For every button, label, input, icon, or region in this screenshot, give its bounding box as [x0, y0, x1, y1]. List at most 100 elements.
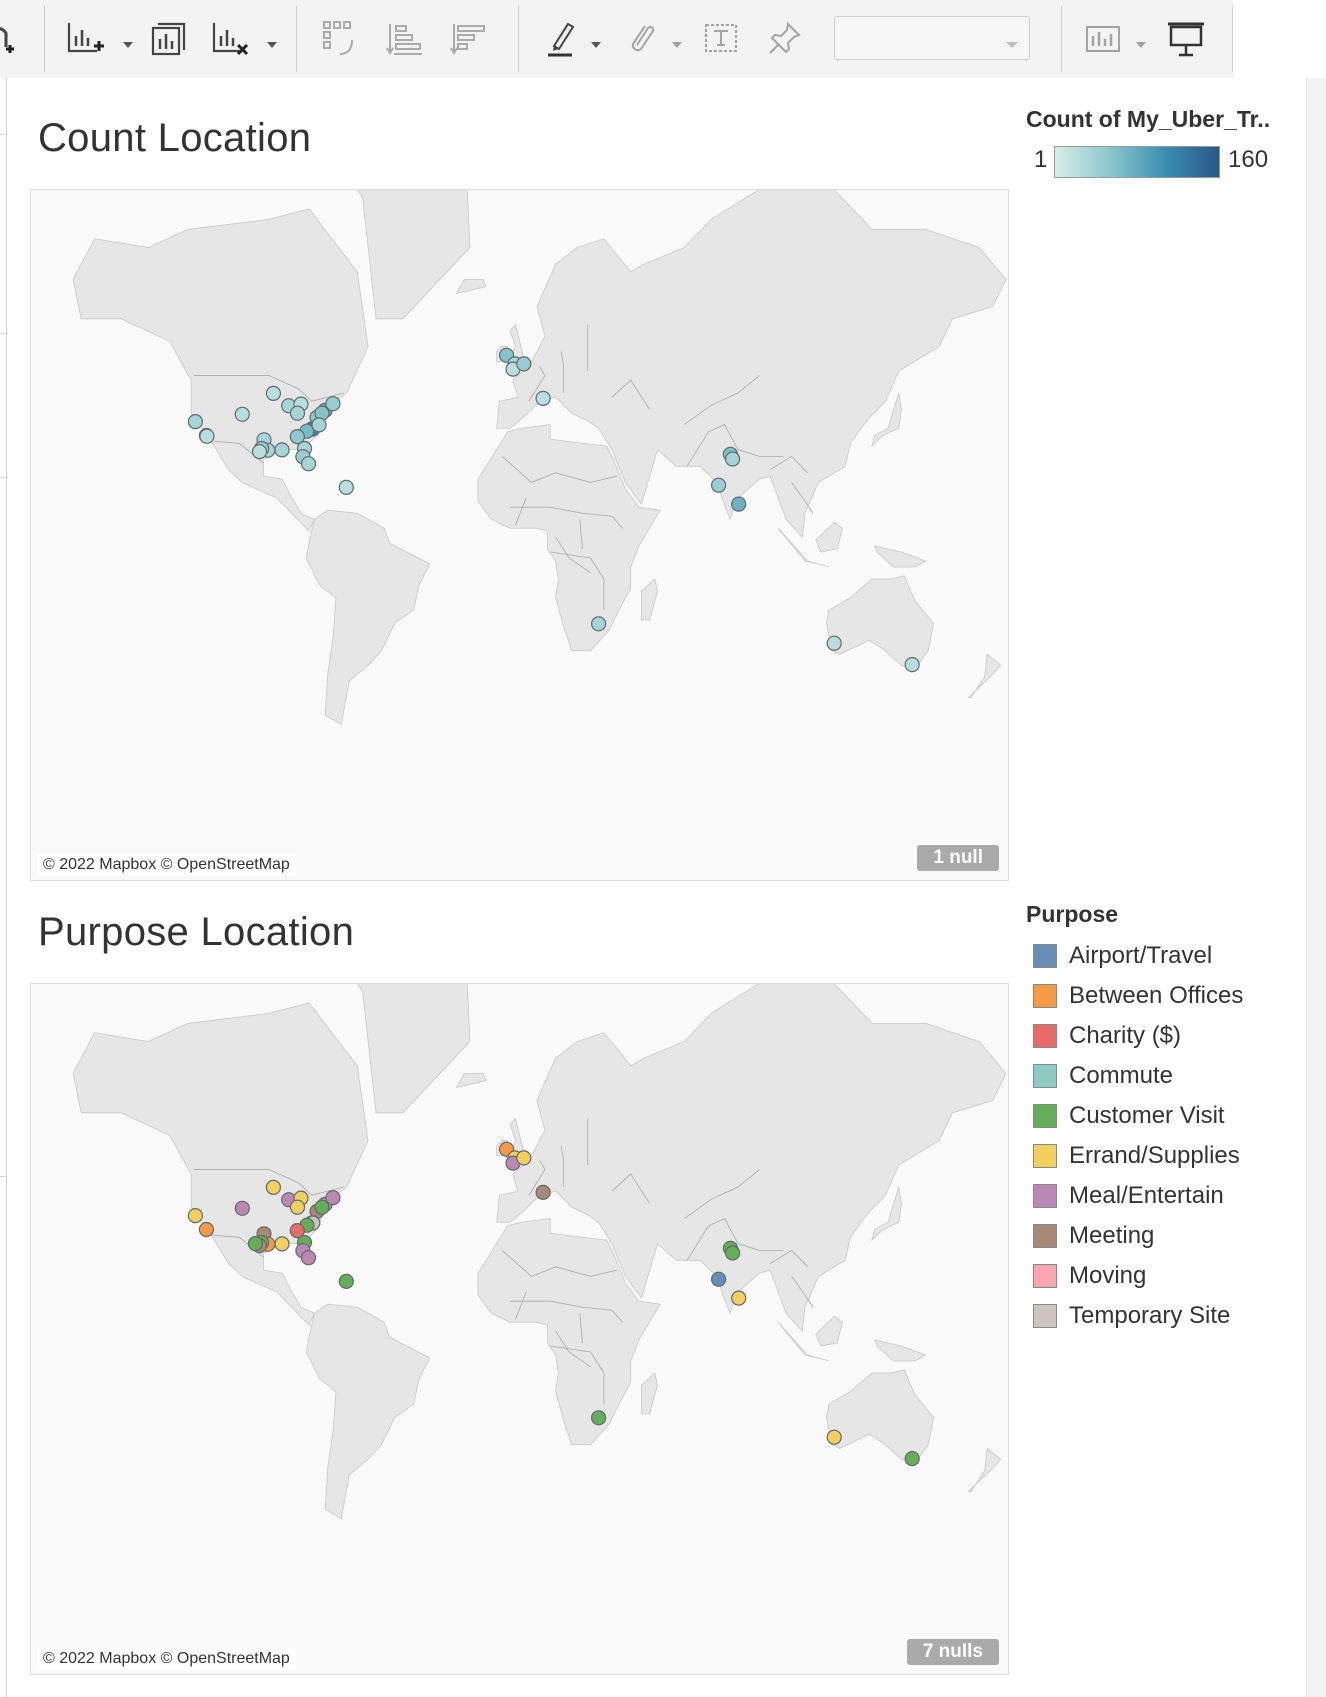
purpose-location-mark[interactable] [338, 1273, 354, 1289]
purpose-map-canvas[interactable] [31, 984, 1008, 1674]
map-landmass [815, 1315, 843, 1347]
legend-item[interactable]: Moving [1033, 1256, 1243, 1296]
map-border [791, 1276, 814, 1308]
count-location-mark[interactable] [289, 429, 305, 445]
count-location-mark[interactable] [590, 616, 607, 632]
map-border [501, 456, 618, 483]
count-location-mark[interactable] [187, 414, 203, 430]
map-landmass [455, 1072, 487, 1089]
count-location-mark[interactable] [731, 496, 747, 512]
purpose-location-mark[interactable] [187, 1208, 203, 1224]
map-landmass [871, 1186, 902, 1242]
legend-item-label: Meeting [1069, 1222, 1155, 1249]
map-attribution: © 2022 Mapbox © OpenStreetMap [37, 1648, 296, 1670]
purpose-location-mark[interactable] [904, 1451, 920, 1467]
count-map-canvas[interactable] [31, 190, 1008, 880]
pin-icon[interactable] [762, 14, 808, 64]
map-border [555, 536, 591, 574]
purpose-location-mark[interactable] [274, 1236, 290, 1252]
sort-ascending-icon[interactable] [382, 14, 428, 64]
duplicate-sheet-icon[interactable] [145, 14, 191, 64]
count-location-mark[interactable] [289, 405, 306, 421]
count-location-mark[interactable] [710, 477, 727, 493]
purpose-location-mark[interactable] [300, 1250, 317, 1266]
clear-sheet-icon[interactable] [207, 14, 253, 64]
count-location-mark[interactable] [535, 390, 551, 406]
map-border [684, 1169, 760, 1219]
sort-descending-icon[interactable] [446, 14, 492, 64]
fit-select[interactable] [834, 16, 1030, 60]
purpose-location-mark[interactable] [198, 1221, 214, 1238]
purpose-location-mark[interactable] [325, 1190, 341, 1206]
purpose-location-mark[interactable] [731, 1290, 747, 1306]
legend-item[interactable]: Airport/Travel [1033, 936, 1243, 976]
count-location-mark[interactable] [274, 442, 290, 458]
annotate-icon[interactable] [617, 14, 663, 64]
purpose-location-map[interactable]: © 2022 Mapbox © OpenStreetMap 7 nulls [30, 983, 1009, 1675]
count-location-mark[interactable] [311, 417, 327, 433]
purpose-location-mark[interactable] [710, 1271, 727, 1287]
count-location-mark[interactable] [265, 385, 281, 401]
legend-item-label: Commute [1069, 1062, 1174, 1089]
count-location-mark[interactable] [234, 406, 250, 422]
count-location-mark[interactable] [251, 444, 268, 460]
new-worksheet-icon[interactable] [62, 14, 108, 64]
count-location-mark[interactable] [325, 396, 341, 412]
legend-item[interactable]: Meal/Entertain [1033, 1176, 1243, 1216]
purpose-location-mark[interactable] [265, 1179, 281, 1195]
toolbar-right-edge [1233, 0, 1326, 78]
show-me-icon[interactable] [1082, 14, 1128, 64]
legend-item[interactable]: Temporary Site [1033, 1296, 1243, 1336]
legend-item[interactable]: Charity ($) [1033, 1016, 1243, 1056]
show-labels-icon[interactable] [699, 14, 745, 64]
legend-item[interactable]: Commute [1033, 1056, 1243, 1096]
purpose-location-mark[interactable] [516, 1150, 532, 1166]
null-indicator[interactable]: 7 nulls [906, 1639, 999, 1665]
toolbar-separator [1232, 6, 1233, 72]
purpose-legend: Airport/Travel Between Offices Charity (… [1033, 936, 1243, 1336]
purpose-location-mark[interactable] [535, 1184, 551, 1200]
map-landmass [967, 1447, 1002, 1492]
legend-item[interactable]: Between Offices [1033, 976, 1243, 1016]
legend-swatch [1033, 1264, 1057, 1288]
count-location-mark[interactable] [826, 635, 842, 651]
map-landmass [496, 190, 1007, 539]
partial-tool-icon[interactable] [0, 14, 26, 64]
purpose-location-mark[interactable] [314, 1199, 330, 1215]
purpose-location-mark[interactable] [590, 1410, 607, 1426]
swap-rows-columns-icon[interactable] [318, 14, 364, 64]
highlight-icon[interactable] [538, 14, 584, 64]
map-border [686, 424, 784, 467]
purpose-location-mark[interactable] [247, 1236, 263, 1252]
highlight-dropdown-icon[interactable] [590, 34, 602, 48]
map-border [791, 482, 814, 514]
count-location-mark[interactable] [199, 428, 215, 444]
legend-swatch [1033, 1104, 1057, 1128]
toolbar-separator [1061, 6, 1062, 72]
count-color-ramp [1054, 146, 1220, 178]
clear-sheet-dropdown-icon[interactable] [266, 34, 278, 48]
purpose-location-mark[interactable] [289, 1223, 305, 1239]
count-location-mark[interactable] [724, 451, 741, 467]
count-location-mark[interactable] [338, 479, 354, 495]
map-landmass [305, 1303, 431, 1520]
legend-item[interactable]: Meeting [1033, 1216, 1243, 1256]
legend-item[interactable]: Errand/Supplies [1033, 1136, 1243, 1176]
map-border [193, 1169, 345, 1196]
null-indicator[interactable]: 1 null [917, 845, 999, 871]
presentation-mode-icon[interactable] [1163, 14, 1209, 64]
count-location-map[interactable]: © 2022 Mapbox © OpenStreetMap 1 null [30, 189, 1009, 881]
count-location-mark[interactable] [904, 657, 920, 673]
new-worksheet-dropdown-icon[interactable] [122, 34, 134, 48]
annotate-dropdown-icon[interactable] [671, 34, 683, 48]
purpose-location-mark[interactable] [289, 1199, 306, 1215]
count-location-mark[interactable] [516, 356, 532, 372]
count-location-mark[interactable] [300, 456, 317, 472]
purpose-location-mark[interactable] [234, 1200, 250, 1216]
legend-item[interactable]: Customer Visit [1033, 1096, 1243, 1136]
purpose-location-mark[interactable] [826, 1429, 842, 1445]
map-landmass [777, 1321, 830, 1362]
legend-item-label: Airport/Travel [1069, 942, 1213, 969]
purpose-location-mark[interactable] [724, 1245, 741, 1261]
show-me-dropdown-icon[interactable] [1135, 34, 1147, 48]
